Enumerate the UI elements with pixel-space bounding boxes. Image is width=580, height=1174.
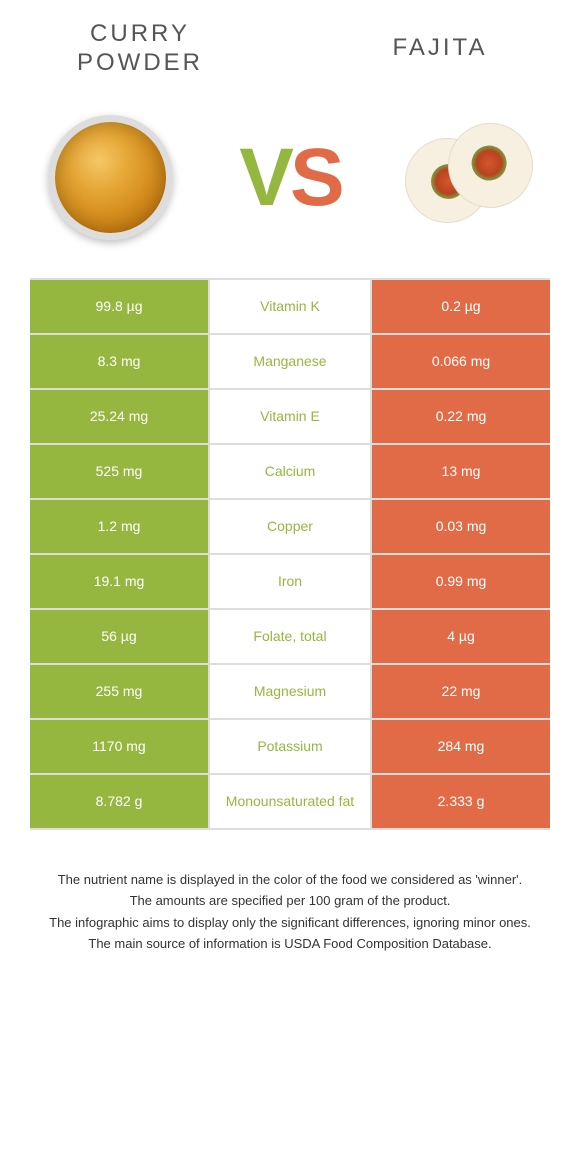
nutrient-value-right: 0.22 mg [370, 390, 550, 443]
infographic-container: CURRY POWDER FAJITA VS 99.8 µgVitamin K0… [0, 0, 580, 976]
table-row: 1.2 mgCopper0.03 mg [30, 500, 550, 555]
nutrient-value-right: 0.99 mg [370, 555, 550, 608]
nutrient-value-right: 0.2 µg [370, 280, 550, 333]
footnote-line: The amounts are specified per 100 gram o… [40, 891, 540, 911]
nutrient-label: Manganese [210, 335, 370, 388]
table-row: 1170 mgPotassium284 mg [30, 720, 550, 775]
curry-powder-image [40, 108, 180, 248]
nutrient-value-right: 22 mg [370, 665, 550, 718]
nutrient-value-left: 25.24 mg [30, 390, 210, 443]
food-title-left: CURRY POWDER [50, 20, 230, 78]
nutrient-value-left: 56 µg [30, 610, 210, 663]
nutrient-value-left: 8.782 g [30, 775, 210, 828]
food-title-right: FAJITA [350, 34, 530, 63]
nutrient-label: Calcium [210, 445, 370, 498]
nutrient-value-left: 1170 mg [30, 720, 210, 773]
nutrient-value-left: 255 mg [30, 665, 210, 718]
table-row: 525 mgCalcium13 mg [30, 445, 550, 500]
nutrient-value-right: 13 mg [370, 445, 550, 498]
table-row: 8.782 gMonounsaturated fat2.333 g [30, 775, 550, 830]
nutrient-label: Folate, total [210, 610, 370, 663]
nutrient-value-left: 99.8 µg [30, 280, 210, 333]
footnote-line: The nutrient name is displayed in the co… [40, 870, 540, 890]
nutrient-label: Vitamin K [210, 280, 370, 333]
footnote-line: The main source of information is USDA F… [40, 934, 540, 954]
table-row: 255 mgMagnesium22 mg [30, 665, 550, 720]
vs-label: VS [239, 131, 340, 225]
table-row: 19.1 mgIron0.99 mg [30, 555, 550, 610]
header: CURRY POWDER FAJITA [30, 20, 550, 88]
table-row: 56 µgFolate, total4 µg [30, 610, 550, 665]
nutrient-label: Monounsaturated fat [210, 775, 370, 828]
nutrient-label: Potassium [210, 720, 370, 773]
nutrient-label: Iron [210, 555, 370, 608]
nutrient-table: 99.8 µgVitamin K0.2 µg8.3 mgManganese0.0… [30, 278, 550, 830]
nutrient-value-right: 0.03 mg [370, 500, 550, 553]
nutrient-value-left: 19.1 mg [30, 555, 210, 608]
nutrient-value-left: 1.2 mg [30, 500, 210, 553]
nutrient-value-left: 525 mg [30, 445, 210, 498]
footnotes: The nutrient name is displayed in the co… [30, 830, 550, 954]
nutrient-value-left: 8.3 mg [30, 335, 210, 388]
images-row: VS [30, 88, 550, 278]
table-row: 8.3 mgManganese0.066 mg [30, 335, 550, 390]
footnote-line: The infographic aims to display only the… [40, 913, 540, 933]
nutrient-value-right: 284 mg [370, 720, 550, 773]
vs-v: V [239, 131, 290, 225]
nutrient-label: Magnesium [210, 665, 370, 718]
table-row: 99.8 µgVitamin K0.2 µg [30, 280, 550, 335]
vs-s: S [290, 131, 341, 225]
nutrient-label: Copper [210, 500, 370, 553]
nutrient-label: Vitamin E [210, 390, 370, 443]
fajita-image [400, 108, 540, 248]
nutrient-value-right: 2.333 g [370, 775, 550, 828]
table-row: 25.24 mgVitamin E0.22 mg [30, 390, 550, 445]
nutrient-value-right: 0.066 mg [370, 335, 550, 388]
nutrient-value-right: 4 µg [370, 610, 550, 663]
